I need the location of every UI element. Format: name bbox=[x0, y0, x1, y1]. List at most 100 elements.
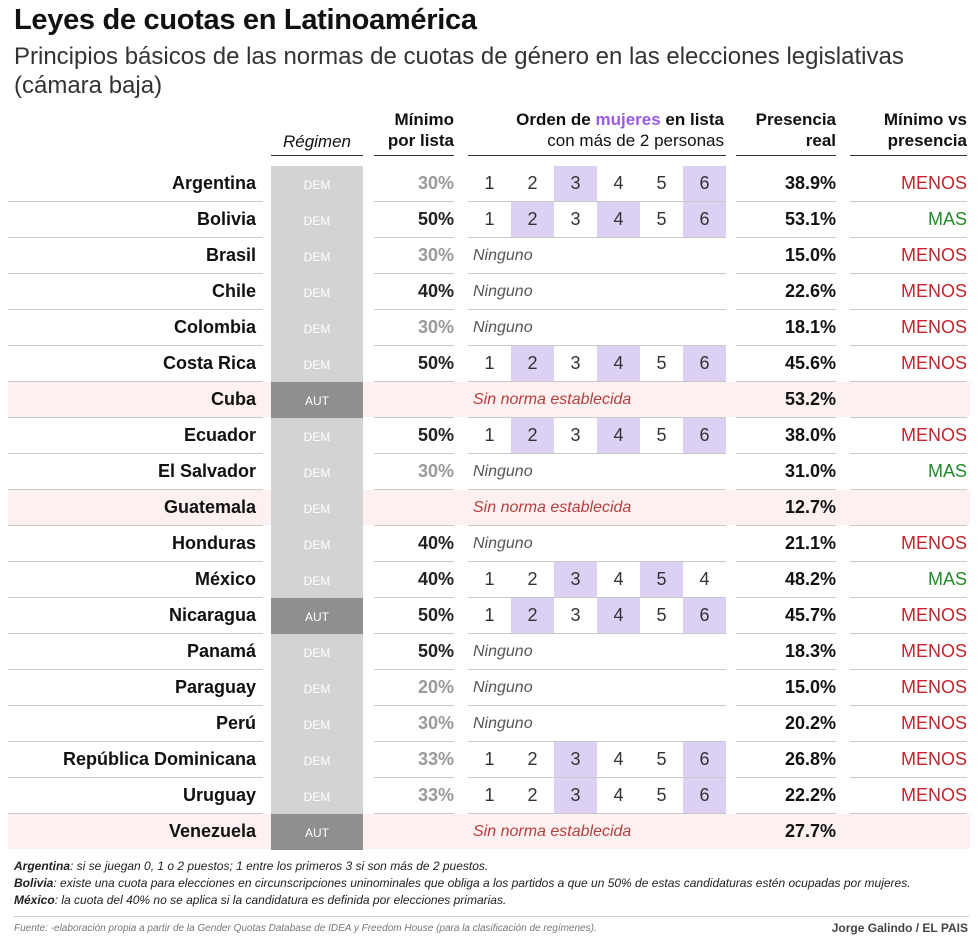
table-row: Cuba AUT Sin norma establecida 53.2% bbox=[0, 382, 980, 418]
minimum-vs-presence bbox=[850, 382, 967, 417]
row-separator bbox=[468, 201, 726, 202]
table-row: Chile DEM 40% Ninguno 22.6% MENOS bbox=[0, 274, 980, 310]
regime-badge: AUT bbox=[271, 598, 363, 634]
country-name: Brasil bbox=[205, 245, 256, 265]
minimum-quota: 50% bbox=[417, 425, 454, 445]
row-separator bbox=[850, 777, 967, 778]
row-separator bbox=[8, 525, 263, 526]
footnote-country: Argentina bbox=[14, 859, 71, 873]
list-position: 1 bbox=[484, 425, 495, 445]
real-presence: 21.1% bbox=[784, 533, 836, 553]
footnotes: Argentina: si se juegan 0, 1 o 2 puestos… bbox=[14, 858, 969, 909]
minimum-vs-presence: MENOS bbox=[900, 353, 967, 373]
header-vs: Mínimo vs presencia bbox=[850, 109, 967, 151]
list-position-woman: 6 bbox=[683, 166, 726, 201]
minimum-quota: 20% bbox=[417, 677, 454, 697]
source-note: Fuente: -elaboración propia a partir de … bbox=[14, 923, 597, 934]
footnote-text: : la cuota del 40% no se aplica si la ca… bbox=[54, 893, 507, 907]
row-separator bbox=[736, 345, 836, 346]
no-order-note: Ninguno bbox=[473, 643, 533, 660]
list-position: 5 bbox=[656, 209, 667, 229]
country-name: Honduras bbox=[171, 533, 256, 553]
row-separator bbox=[850, 417, 967, 418]
no-order-note: Ninguno bbox=[473, 463, 533, 480]
real-presence: 53.2% bbox=[784, 389, 836, 409]
row-separator bbox=[374, 417, 454, 418]
list-position-woman: 3 bbox=[554, 166, 597, 201]
real-presence: 22.6% bbox=[784, 281, 836, 301]
row-separator bbox=[8, 273, 263, 274]
regime-badge: DEM bbox=[271, 454, 363, 490]
country-name: Bolivia bbox=[196, 209, 256, 229]
header-orden: Orden de mujeres en lista con más de 2 p… bbox=[468, 109, 724, 151]
table-row: Colombia DEM 30% Ninguno 18.1% MENOS bbox=[0, 310, 980, 346]
country-name: Paraguay bbox=[174, 677, 256, 697]
row-separator bbox=[374, 453, 454, 454]
row-separator bbox=[374, 201, 454, 202]
row-separator bbox=[374, 525, 454, 526]
country-name: Panamá bbox=[186, 641, 256, 661]
header-underline-vs bbox=[850, 155, 967, 156]
row-separator bbox=[374, 561, 454, 562]
row-separator bbox=[8, 489, 263, 490]
row-separator bbox=[850, 309, 967, 310]
minimum-vs-presence: MENOS bbox=[900, 641, 967, 661]
row-separator bbox=[736, 705, 836, 706]
header-regimen: Régimen bbox=[282, 132, 352, 151]
list-order: Ninguno bbox=[468, 310, 726, 345]
row-separator bbox=[736, 669, 836, 670]
no-order-note: Ninguno bbox=[473, 535, 533, 552]
footnote: Bolivia: existe una cuota para eleccione… bbox=[14, 875, 969, 892]
list-position-woman: 3 bbox=[554, 562, 597, 597]
country-name: Colombia bbox=[173, 317, 256, 337]
regime-badge: DEM bbox=[271, 670, 363, 706]
minimum-vs-presence: MENOS bbox=[900, 785, 967, 805]
list-position: 5 bbox=[656, 425, 667, 445]
list-position: 3 bbox=[570, 425, 581, 445]
row-separator bbox=[736, 777, 836, 778]
row-separator bbox=[468, 489, 726, 490]
minimum-vs-presence: MENOS bbox=[900, 317, 967, 337]
list-position: 1 bbox=[484, 209, 495, 229]
list-order: Sin norma establecida bbox=[468, 814, 726, 849]
row-separator bbox=[468, 345, 726, 346]
real-presence: 26.8% bbox=[784, 749, 836, 769]
row-separator bbox=[736, 489, 836, 490]
list-order: Ninguno bbox=[468, 274, 726, 309]
country-name: República Dominicana bbox=[62, 749, 256, 769]
list-position: 1 bbox=[484, 569, 495, 589]
no-order-note: Ninguno bbox=[473, 283, 533, 300]
row-separator bbox=[8, 381, 263, 382]
list-position-woman: 2 bbox=[511, 418, 554, 453]
row-separator bbox=[8, 633, 263, 634]
minimum-vs-presence: MENOS bbox=[900, 713, 967, 733]
list-position-woman: 5 bbox=[640, 562, 683, 597]
row-separator bbox=[468, 669, 726, 670]
footnote: Argentina: si se juegan 0, 1 o 2 puestos… bbox=[14, 858, 969, 875]
row-separator bbox=[850, 633, 967, 634]
footnote: México: la cuota del 40% no se aplica si… bbox=[14, 892, 969, 909]
row-separator bbox=[8, 705, 263, 706]
row-separator bbox=[850, 525, 967, 526]
real-presence: 48.2% bbox=[784, 569, 836, 589]
table-row: Guatemala DEM Sin norma establecida 12.7% bbox=[0, 490, 980, 526]
list-position: 2 bbox=[527, 785, 538, 805]
table-row: Venezuela AUT Sin norma establecida 27.7% bbox=[0, 814, 980, 850]
list-position-woman: 2 bbox=[511, 346, 554, 381]
row-background bbox=[8, 382, 970, 417]
row-separator bbox=[850, 273, 967, 274]
list-order: Ninguno bbox=[468, 454, 726, 489]
row-separator bbox=[736, 381, 836, 382]
row-separator bbox=[468, 705, 726, 706]
row-separator bbox=[468, 273, 726, 274]
row-separator bbox=[8, 561, 263, 562]
row-separator bbox=[374, 273, 454, 274]
list-position: 1 bbox=[484, 749, 495, 769]
list-position-woman: 3 bbox=[554, 742, 597, 777]
footnote-country: Bolivia bbox=[14, 876, 54, 890]
real-presence: 38.0% bbox=[784, 425, 836, 445]
list-position: 1 bbox=[484, 353, 495, 373]
minimum-vs-presence bbox=[850, 490, 967, 525]
minimum-quota: 40% bbox=[417, 533, 454, 553]
